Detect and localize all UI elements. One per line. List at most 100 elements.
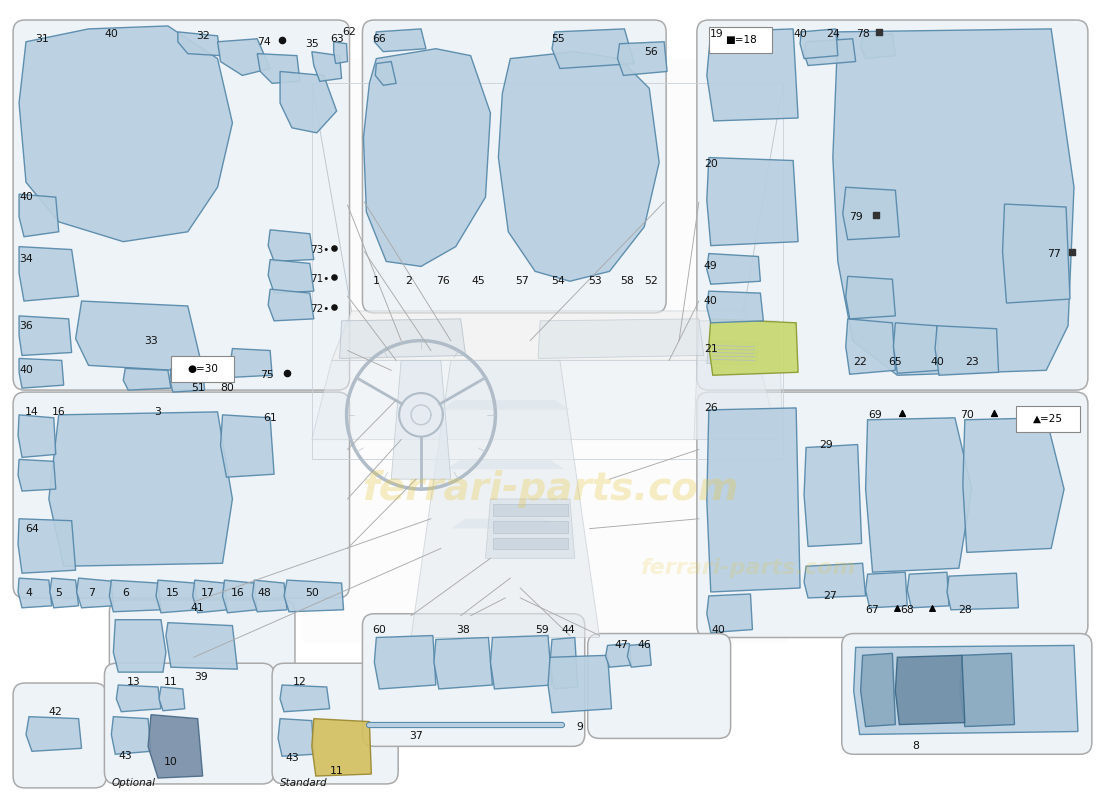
Text: ●=30: ●=30 [187,364,218,374]
Text: 47: 47 [615,641,628,650]
Polygon shape [123,368,170,390]
Text: 45: 45 [472,276,485,286]
Point [923,602,940,614]
FancyBboxPatch shape [170,357,234,382]
Point [1064,245,1081,258]
Polygon shape [332,311,758,361]
Text: 13: 13 [126,677,140,687]
Polygon shape [846,319,895,374]
Polygon shape [552,29,635,69]
Text: 40: 40 [104,29,119,39]
Polygon shape [617,42,667,75]
Polygon shape [76,301,200,370]
Text: 62: 62 [343,27,356,37]
Polygon shape [117,685,161,712]
Text: 14: 14 [25,407,39,417]
Polygon shape [148,714,202,778]
Polygon shape [280,685,330,712]
Bar [494,521,568,533]
Text: 11: 11 [164,677,178,687]
Polygon shape [935,326,999,375]
Polygon shape [18,415,56,458]
Text: 40: 40 [712,625,726,634]
Text: 33: 33 [144,336,158,346]
Text: 19: 19 [710,29,724,39]
Bar [494,504,568,516]
Polygon shape [498,52,659,282]
Text: 10: 10 [164,757,178,767]
Polygon shape [866,418,971,572]
Text: 8: 8 [912,742,918,751]
Polygon shape [374,29,426,52]
Polygon shape [230,349,272,378]
Text: 24: 24 [826,29,839,39]
Text: Standard: Standard [280,778,328,788]
Text: 11: 11 [330,766,343,776]
Polygon shape [548,655,612,713]
Text: 43: 43 [119,751,132,762]
Point [324,271,342,284]
Polygon shape [19,194,58,237]
Polygon shape [268,259,313,293]
Text: 40: 40 [19,192,33,202]
Polygon shape [846,276,895,319]
Text: 52: 52 [645,276,658,286]
Text: 68: 68 [901,605,914,614]
Text: 57: 57 [515,276,529,286]
Point [893,406,911,419]
Text: 40: 40 [704,296,717,306]
Polygon shape [311,361,779,439]
Text: 50: 50 [305,588,319,598]
Text: 80: 80 [220,383,234,393]
Text: 65: 65 [889,358,902,367]
Text: 29: 29 [820,439,833,450]
Polygon shape [77,578,113,608]
Text: 28: 28 [958,605,971,614]
Text: 69: 69 [869,410,882,420]
Polygon shape [800,29,838,58]
Polygon shape [333,42,348,63]
Text: 26: 26 [704,403,717,413]
Polygon shape [156,580,198,613]
Text: 72•: 72• [310,304,329,314]
Text: 35: 35 [305,38,319,49]
Polygon shape [854,646,1078,734]
Text: 22: 22 [852,358,867,367]
FancyBboxPatch shape [697,20,1088,390]
Point [324,301,342,314]
Text: ▲=25: ▲=25 [1033,414,1064,424]
FancyBboxPatch shape [1016,406,1080,432]
Text: 59: 59 [536,625,549,634]
Polygon shape [707,158,799,246]
Polygon shape [895,655,965,725]
Point [889,602,906,614]
Polygon shape [908,572,949,608]
Polygon shape [804,445,861,546]
Polygon shape [160,687,185,710]
Text: 5: 5 [55,588,63,598]
Text: 48: 48 [257,588,271,598]
Polygon shape [109,580,161,612]
FancyBboxPatch shape [104,663,274,784]
Text: 16: 16 [52,407,66,417]
Polygon shape [1002,204,1070,303]
FancyBboxPatch shape [708,27,772,53]
Polygon shape [707,594,752,633]
Polygon shape [708,319,799,375]
Polygon shape [866,572,908,608]
FancyBboxPatch shape [13,683,107,788]
Polygon shape [374,635,436,689]
Text: 60: 60 [373,625,386,634]
Text: 49: 49 [704,262,717,271]
Text: 4: 4 [25,588,32,598]
Point [273,34,290,46]
FancyBboxPatch shape [301,58,789,642]
Polygon shape [843,187,900,240]
Polygon shape [606,643,631,667]
Text: 20: 20 [704,159,717,170]
FancyBboxPatch shape [697,392,1088,638]
Polygon shape [707,341,758,366]
Polygon shape [178,32,220,56]
Polygon shape [113,620,166,672]
Text: 3: 3 [155,407,162,417]
